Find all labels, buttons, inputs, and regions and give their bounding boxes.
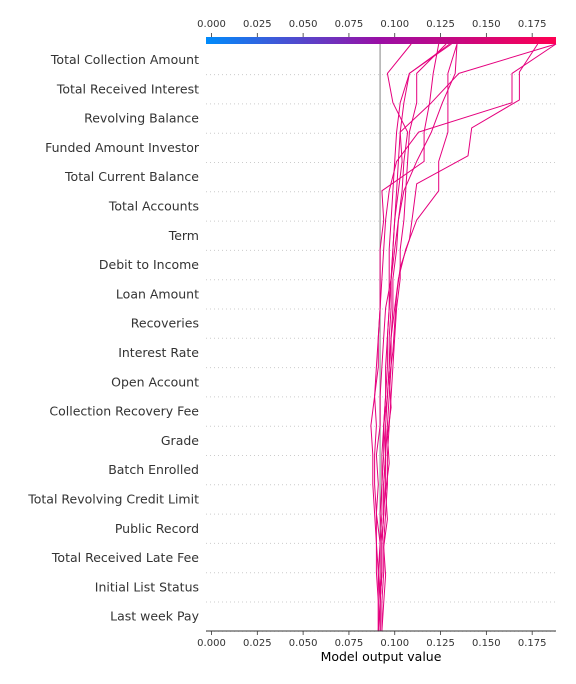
bottom-tick-label: 0.125: [426, 638, 455, 649]
decision-line: [375, 43, 458, 632]
feature-gridlines: [206, 74, 556, 632]
bottom-tick-label: 0.100: [380, 638, 409, 649]
feature-label: Loan Amount: [116, 286, 199, 301]
top-tick-label: 0.025: [243, 19, 272, 30]
bottom-tick-label: 0.050: [289, 638, 318, 649]
top-tick-label: 0.175: [518, 19, 547, 30]
bottom-tick-label: 0.075: [335, 638, 364, 649]
decision-line: [381, 43, 447, 631]
feature-label: Open Account: [111, 374, 199, 389]
feature-label: Initial List Status: [95, 579, 199, 594]
feature-label: Term: [168, 228, 199, 243]
decision-line: [379, 43, 412, 631]
top-axis: 0.000 0.025 0.050 0.075 0.100 0.125 0.150 0.175: [197, 19, 546, 37]
feature-label: Funded Amount Investor: [45, 140, 200, 155]
feature-label: Total Revolving Credit Limit: [27, 492, 199, 507]
bottom-tick-label: 0.150: [472, 638, 501, 649]
top-tick-label: 0.050: [289, 19, 318, 30]
feature-label: Batch Enrolled: [108, 462, 199, 477]
decision-line: [379, 43, 450, 631]
feature-label: Collection Recovery Fee: [49, 404, 199, 419]
bottom-tick-label: 0.025: [243, 638, 272, 649]
feature-label: Total Received Interest: [56, 81, 199, 96]
feature-label: Debit to Income: [99, 257, 199, 272]
decision-line: [374, 43, 557, 631]
x-axis-title: Model output value: [321, 649, 442, 664]
decision-line: [370, 43, 440, 631]
bottom-tick-label: 0.175: [518, 638, 547, 649]
decision-lines: [370, 43, 557, 632]
feature-label: Last week Pay: [110, 609, 199, 624]
colorbar: [206, 37, 556, 44]
top-tick-label: 0.075: [335, 19, 364, 30]
feature-label: Total Collection Amount: [50, 52, 199, 67]
bottom-tick-label: 0.000: [197, 638, 226, 649]
feature-label: Total Received Late Fee: [51, 550, 199, 565]
top-tick-label: 0.125: [426, 19, 455, 30]
bottom-axis: 0.000 0.025 0.050 0.075 0.100 0.125 0.150 0.175: [197, 630, 556, 649]
feature-label: Grade: [161, 433, 199, 448]
feature-labels: Total Collection Amount Total Received In…: [27, 52, 200, 624]
feature-label: Revolving Balance: [84, 111, 199, 126]
top-tick-label: 0.000: [197, 19, 226, 30]
feature-label: Public Record: [115, 521, 199, 536]
top-tick-label: 0.150: [472, 19, 501, 30]
top-tick-label: 0.100: [380, 19, 409, 30]
feature-label: Interest Rate: [118, 345, 199, 360]
feature-label: Total Accounts: [108, 199, 199, 214]
feature-label: Recoveries: [131, 316, 199, 331]
feature-label: Total Current Balance: [64, 169, 199, 184]
decision-line: [381, 43, 539, 632]
